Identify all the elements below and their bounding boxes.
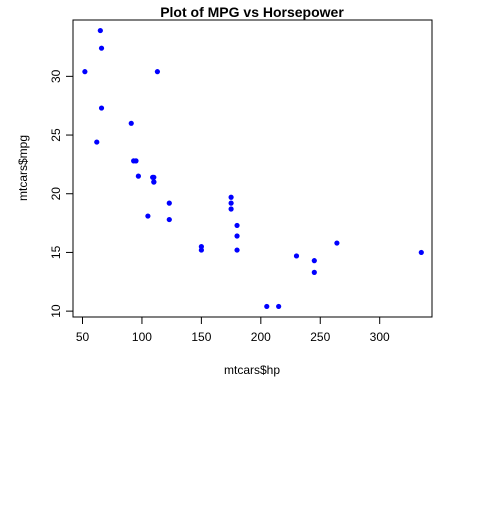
- y-tick-label: 20: [49, 187, 63, 201]
- data-point: [154, 69, 161, 75]
- data-point: [228, 206, 234, 212]
- x-axis-label: mtcars$hp: [224, 363, 280, 377]
- data-point: [82, 69, 88, 75]
- y-tick-label: 30: [49, 69, 63, 83]
- data-point: [198, 247, 204, 253]
- data-point: [418, 249, 424, 256]
- data-point: [166, 200, 172, 206]
- x-tick-label: 300: [370, 330, 390, 344]
- y-axis: 10 15 20 25 30: [49, 69, 74, 318]
- x-tick-label: 150: [191, 330, 211, 344]
- data-point: [234, 247, 240, 253]
- y-axis-label: mtcars$mpg: [16, 135, 30, 201]
- data-point: [150, 174, 156, 180]
- data-points: [82, 27, 424, 310]
- x-tick-label: 100: [132, 330, 152, 344]
- x-tick-label: 250: [310, 330, 330, 344]
- data-point: [97, 27, 103, 34]
- data-point: [145, 213, 151, 219]
- x-tick-label: 200: [251, 330, 271, 344]
- data-point: [98, 105, 105, 111]
- data-point: [98, 45, 105, 51]
- data-point: [276, 303, 282, 310]
- data-point: [228, 200, 234, 206]
- y-tick-label: 10: [49, 304, 63, 318]
- data-point: [151, 179, 157, 185]
- data-point: [135, 173, 141, 179]
- data-point: [311, 269, 317, 275]
- data-point: [94, 139, 100, 145]
- data-point: [264, 303, 270, 310]
- y-tick-label: 15: [49, 245, 63, 259]
- data-point: [334, 240, 340, 246]
- data-point: [128, 120, 134, 126]
- data-point: [293, 253, 300, 259]
- data-point: [228, 194, 234, 200]
- data-point: [234, 233, 240, 239]
- data-point: [133, 158, 139, 164]
- x-tick-label: 50: [76, 330, 90, 344]
- x-axis: 50 100 150 200 250 300: [76, 316, 390, 344]
- data-point: [166, 216, 172, 223]
- y-tick-label: 25: [49, 128, 63, 142]
- chart-title: Plot of MPG vs Horsepower: [160, 4, 344, 20]
- data-point: [311, 258, 317, 264]
- data-point: [234, 222, 240, 229]
